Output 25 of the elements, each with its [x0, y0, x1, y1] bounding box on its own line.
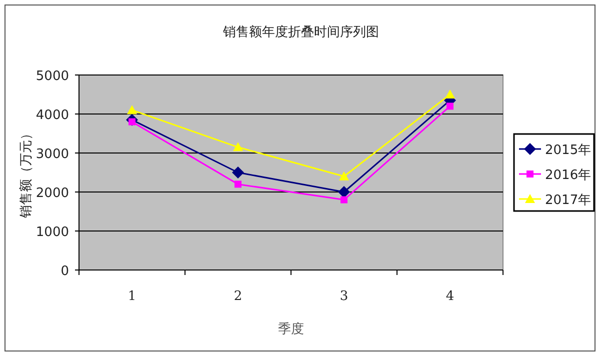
point	[445, 90, 455, 98]
legend-label: 2016年	[545, 168, 592, 183]
y-tick-label: 2000	[36, 186, 69, 201]
y-tick-label: 0	[60, 264, 69, 279]
legend-label: 2015年	[545, 143, 592, 158]
point	[234, 180, 242, 188]
point	[338, 186, 350, 198]
y-axis-title: 销售额（万元）	[19, 127, 34, 219]
point	[340, 196, 348, 204]
x-tick-label: 4	[446, 289, 454, 304]
x-tick-label: 3	[340, 289, 348, 304]
y-tick-label: 3000	[36, 147, 69, 162]
point	[446, 102, 454, 110]
x-axis-title: 季度	[278, 321, 304, 337]
chart-title: 销售额年度折叠时间序列图	[222, 24, 379, 40]
point	[339, 171, 349, 180]
y-tick-label: 4000	[36, 108, 69, 123]
y-tick-label: 1000	[36, 225, 69, 240]
point	[233, 142, 243, 152]
legend-label: 2017年	[545, 193, 592, 208]
point	[127, 105, 137, 114]
x-tick-label: 2	[234, 289, 242, 304]
x-tick-label: 1	[128, 289, 136, 304]
y-tick-label: 5000	[36, 69, 69, 84]
point	[232, 166, 244, 178]
